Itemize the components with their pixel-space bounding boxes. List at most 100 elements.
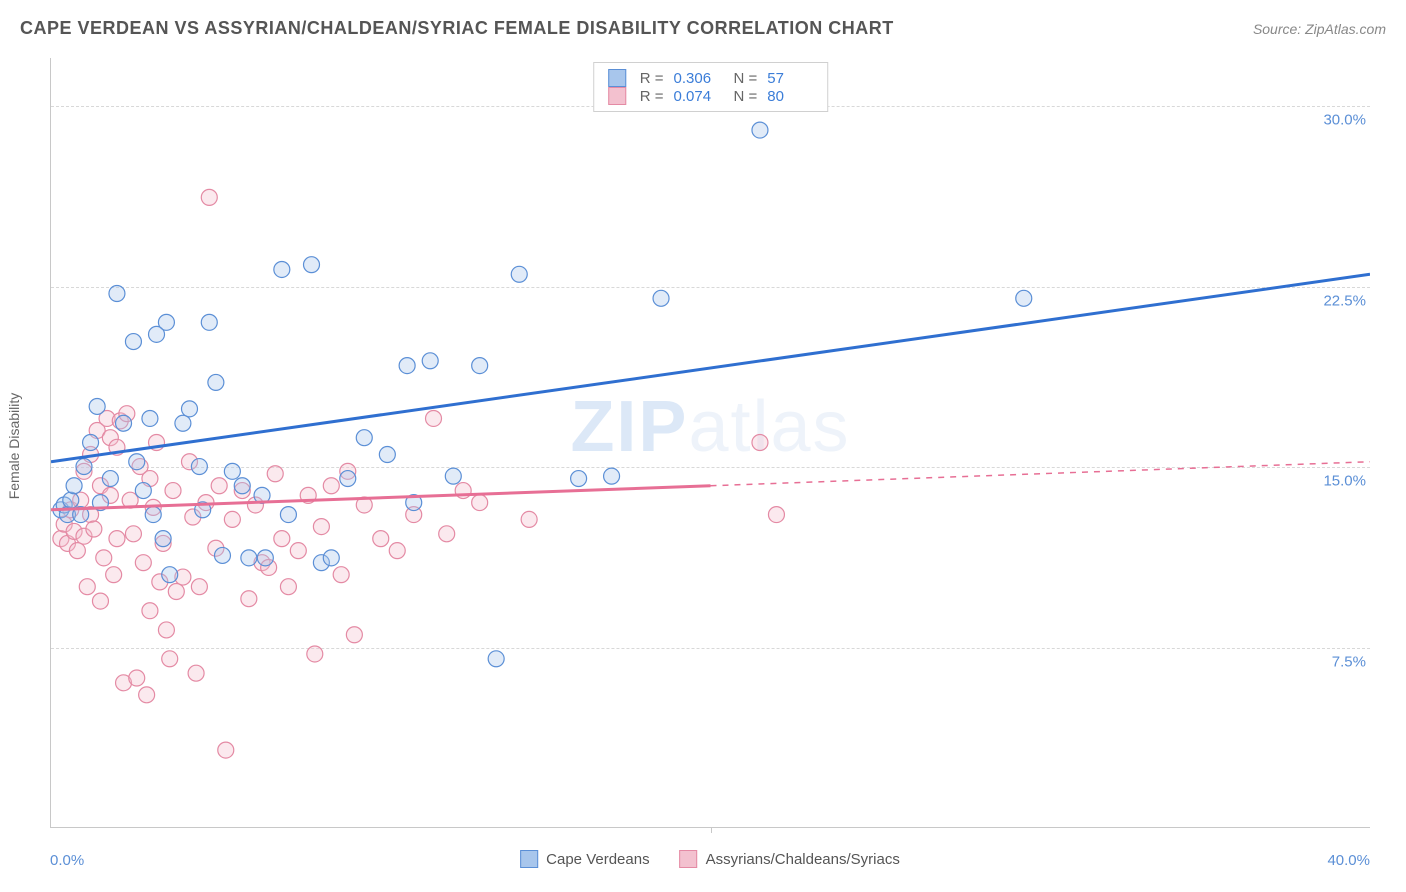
data-point — [139, 687, 155, 703]
data-point — [165, 483, 181, 499]
data-point — [66, 478, 82, 494]
data-point — [488, 651, 504, 667]
data-point — [323, 478, 339, 494]
data-point — [224, 463, 240, 479]
data-point — [125, 334, 141, 350]
x-tick-max: 40.0% — [1327, 852, 1370, 869]
legend-label-2: Assyrians/Chaldeans/Syriacs — [706, 851, 900, 868]
data-point — [333, 567, 349, 583]
data-point — [426, 410, 442, 426]
data-point — [604, 468, 620, 484]
data-point — [340, 471, 356, 487]
n-value-1: 57 — [767, 70, 813, 87]
data-point — [182, 401, 198, 417]
plot-area: ZIPatlas R = 0.306 N = 57 R = 0.074 N = … — [50, 58, 1370, 828]
data-point — [145, 507, 161, 523]
data-point — [290, 543, 306, 559]
data-point — [399, 358, 415, 374]
data-point — [162, 651, 178, 667]
header: CAPE VERDEAN VS ASSYRIAN/CHALDEAN/SYRIAC… — [20, 18, 1386, 39]
data-point — [752, 435, 768, 451]
data-point — [129, 454, 145, 470]
data-point — [86, 521, 102, 537]
data-point — [83, 435, 99, 451]
stats-row-2: R = 0.074 N = 80 — [608, 87, 814, 105]
data-point — [76, 459, 92, 475]
r-value-1: 0.306 — [674, 70, 720, 87]
data-point — [571, 471, 587, 487]
data-point — [280, 579, 296, 595]
data-point — [218, 742, 234, 758]
data-point — [96, 550, 112, 566]
y-axis-label: Female Disability — [6, 393, 22, 500]
data-point — [135, 555, 151, 571]
data-point — [191, 459, 207, 475]
data-point — [313, 519, 329, 535]
legend-item-1: Cape Verdeans — [520, 850, 649, 868]
legend-item-2: Assyrians/Chaldeans/Syriacs — [680, 850, 900, 868]
x-tick-mark — [711, 827, 712, 833]
data-point — [175, 415, 191, 431]
legend-label-1: Cape Verdeans — [546, 851, 649, 868]
legend-swatch-2 — [680, 850, 698, 868]
r-label: R = — [640, 88, 664, 105]
data-point — [89, 398, 105, 414]
r-label: R = — [640, 70, 664, 87]
data-point — [768, 507, 784, 523]
data-point — [106, 567, 122, 583]
n-label: N = — [734, 88, 758, 105]
data-point — [274, 531, 290, 547]
data-point — [63, 492, 79, 508]
data-point — [1016, 290, 1032, 306]
x-axis: 0.0% 40.0% Cape Verdeans Assyrians/Chald… — [50, 842, 1370, 882]
data-point — [472, 358, 488, 374]
data-point — [274, 261, 290, 277]
trend-line-extrapolated — [711, 462, 1371, 486]
data-point — [280, 507, 296, 523]
data-point — [109, 531, 125, 547]
data-point — [472, 495, 488, 511]
data-point — [211, 478, 227, 494]
data-point — [356, 430, 372, 446]
data-point — [752, 122, 768, 138]
r-value-2: 0.074 — [674, 88, 720, 105]
data-point — [304, 257, 320, 273]
data-point — [521, 511, 537, 527]
data-point — [191, 579, 207, 595]
data-point — [653, 290, 669, 306]
data-point — [116, 415, 132, 431]
data-point — [257, 550, 273, 566]
n-label: N = — [734, 70, 758, 87]
chart-container: CAPE VERDEAN VS ASSYRIAN/CHALDEAN/SYRIAC… — [0, 0, 1406, 892]
series-legend: Cape Verdeans Assyrians/Chaldeans/Syriac… — [520, 850, 900, 868]
data-point — [158, 314, 174, 330]
data-point — [267, 466, 283, 482]
data-point — [92, 593, 108, 609]
data-point — [389, 543, 405, 559]
stats-swatch-2 — [608, 87, 626, 105]
data-point — [162, 567, 178, 583]
stats-row-1: R = 0.306 N = 57 — [608, 69, 814, 87]
data-point — [129, 670, 145, 686]
data-point — [142, 410, 158, 426]
legend-swatch-1 — [520, 850, 538, 868]
data-point — [125, 526, 141, 542]
data-point — [241, 591, 257, 607]
stats-swatch-1 — [608, 69, 626, 87]
data-point — [201, 189, 217, 205]
data-point — [135, 483, 151, 499]
source-attribution: Source: ZipAtlas.com — [1253, 21, 1386, 37]
data-point — [208, 374, 224, 390]
trend-line — [51, 274, 1370, 461]
data-point — [109, 286, 125, 302]
data-point — [346, 627, 362, 643]
data-point — [379, 447, 395, 463]
data-point — [69, 543, 85, 559]
data-point — [102, 471, 118, 487]
data-point — [79, 579, 95, 595]
data-point — [422, 353, 438, 369]
chart-title: CAPE VERDEAN VS ASSYRIAN/CHALDEAN/SYRIAC… — [20, 18, 894, 39]
data-point — [188, 665, 204, 681]
data-point — [241, 550, 257, 566]
data-point — [323, 550, 339, 566]
